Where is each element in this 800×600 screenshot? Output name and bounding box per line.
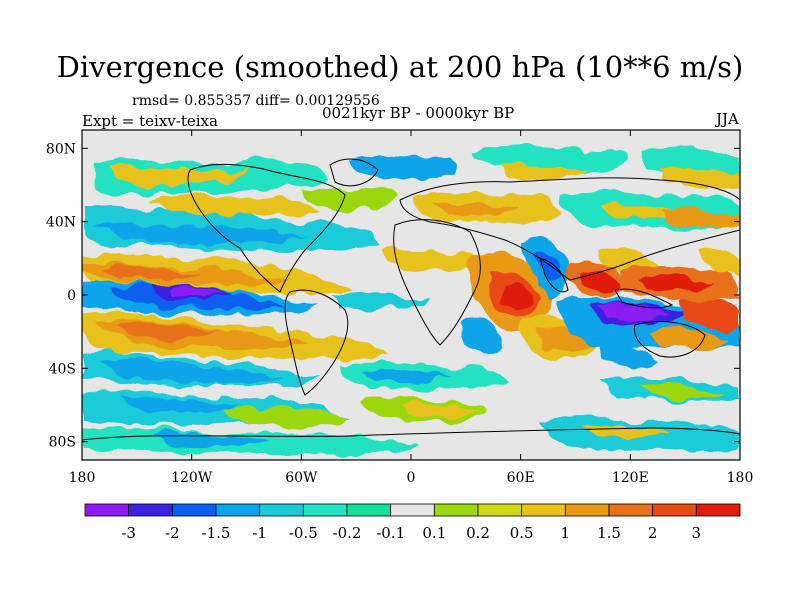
y-tick-label: 0 [67,288,76,304]
coastlines [82,158,740,441]
colorbar-label: 0.5 [510,524,534,542]
colorbar-swatch [302,503,348,517]
period-label: 0021kyr BP - 0000kyr BP [322,104,515,122]
colorbar-swatch [608,503,654,517]
x-tick-label: 120E [612,470,649,486]
australia-outline [634,321,706,358]
x-tick-label: 120W [171,470,213,486]
colorbar-label: -1 [252,524,267,542]
colorbar-label: -1.5 [202,524,231,542]
south-america-outline [284,289,349,396]
colorbar-label: 0.2 [466,524,490,542]
y-tick-label: 80N [46,141,76,157]
x-tick-label: 180 [727,470,754,486]
colorbar-label: 0.1 [422,524,446,542]
x-tick-label: 180 [69,470,96,486]
colorbar-swatch [259,503,304,517]
north-america-outline [187,163,346,293]
x-tick-label: 0 [407,470,416,486]
colorbar-label: 1 [561,524,571,542]
colorbar-swatch [695,503,741,517]
colorbar-label: -0.1 [376,524,405,542]
colorbar-swatch [84,503,130,517]
colorbar-label: -0.5 [289,524,318,542]
colorbar-swatch [215,503,261,517]
y-tick-label: 40S [49,361,76,377]
colorbar-label: -2 [165,524,180,542]
colorbar-swatch [652,503,697,517]
colorbar-swatch [564,503,610,517]
x-tick-label: 60E [507,470,535,486]
colorbar-swatch [433,503,479,517]
india-outline [539,257,569,293]
colorbar-label: 3 [692,524,702,542]
y-tick-label: 40N [46,215,76,231]
season-label: JJA [716,110,739,128]
antarctica-outline [82,427,740,441]
colorbar-labels: -3 -2 -1.5 -1 -0.5 -0.2 -0.1 0.1 0.2 0.5 1 1.5 2 3 [121,524,701,542]
x-axis-labels: 180 120W 60W 0 60E 120E 180 [69,470,754,486]
colorbar-label: -0.2 [333,524,362,542]
colorbar-swatch [128,503,173,517]
colorbar-label: 1.5 [597,524,621,542]
stats-line: rmsd= 0.855357 diff= 0.00129556 [132,93,380,109]
axis-ticks [81,130,741,460]
colorbar-swatch [346,503,392,517]
greenland-outline [329,158,379,187]
experiment-label: Expt = teixv-teixa [82,112,218,130]
eurasia-outline [399,177,740,281]
colorbar-swatch [521,503,566,517]
colorbar-swatch [390,503,435,517]
maritime-continent-outline [614,288,674,309]
colorbar-swatch [171,503,217,517]
divergence-field [82,146,740,455]
colorbar [84,503,741,517]
map-title: Divergence (smoothed) at 200 hPa (10**6 … [56,50,744,84]
colorbar-label: 2 [648,524,658,542]
x-tick-label: 60W [285,470,318,486]
y-tick-label: 80S [49,435,76,451]
colorbar-swatch [477,503,523,517]
colorbar-label: -3 [121,524,136,542]
y-axis-labels: 80N 40N 0 40S 80S [46,141,76,450]
